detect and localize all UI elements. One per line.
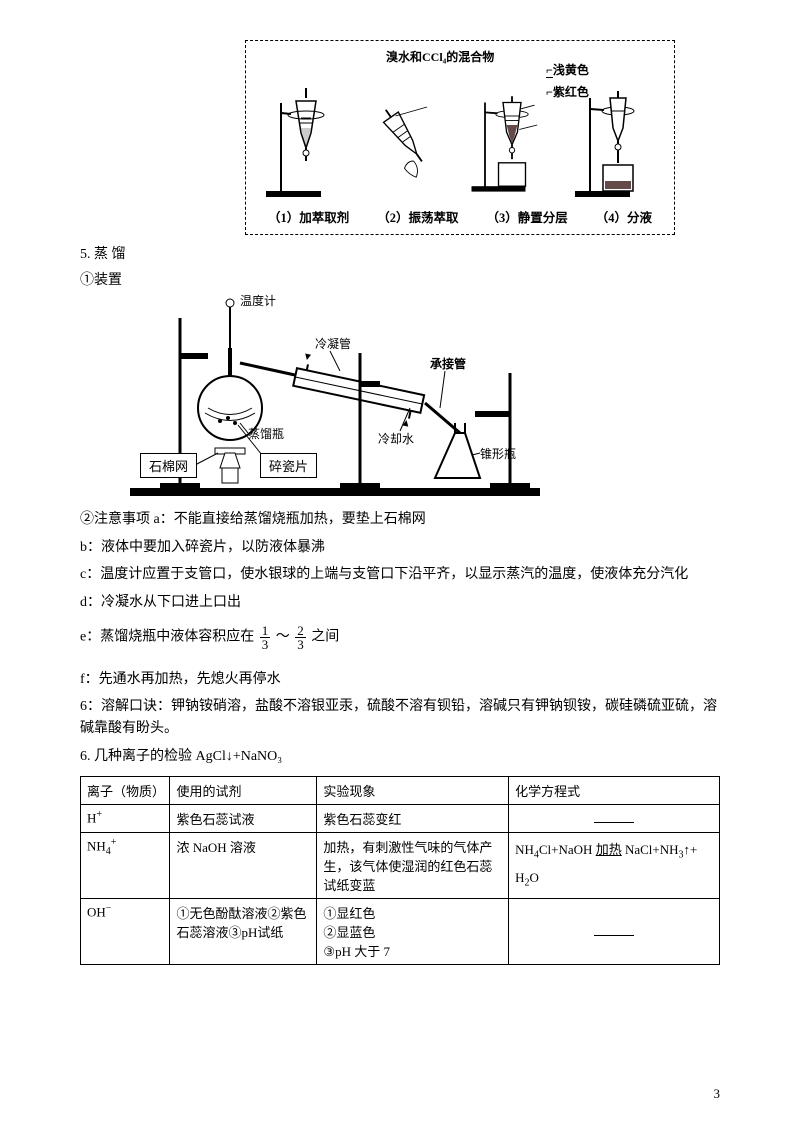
th-eq: 化学方程式	[509, 776, 720, 804]
step4-svg	[570, 83, 660, 203]
table-row: H+ 紫色石蕊试液 紫色石蕊变红	[81, 804, 720, 832]
cell-eq	[509, 804, 720, 832]
page-number: 3	[714, 1086, 721, 1102]
annot-layer1: ⌐浅黄色	[546, 61, 589, 78]
th-reagent: 使用的试剂	[170, 776, 317, 804]
lbl-flask: 蒸馏瓶	[248, 427, 284, 441]
section-5-sub: ①装置	[80, 269, 720, 289]
cell-eq	[509, 898, 720, 964]
lbl-thermo: 温度计	[240, 293, 276, 308]
table-row: OH− ①无色酚酞溶液②紫色石蕊溶液③pH试纸 ①显红色 ②显蓝色 ③pH 大于…	[81, 898, 720, 964]
lbl-erlen: 锥形瓶	[480, 447, 516, 461]
step2-svg	[364, 83, 454, 203]
box-asbestos: 石棉网	[140, 453, 197, 478]
note-six: 6：溶解口诀：钾钠铵硝溶，盐酸不溶银亚汞，硫酸不溶有钡铅，溶碱只有钾钠钡铵，碳硅…	[80, 696, 720, 739]
note-b: b：液体中要加入碎瓷片，以防液体暴沸	[80, 537, 720, 559]
annot-layer2: ⌐紫红色	[546, 83, 589, 100]
cell-reagent: 浓 NaOH 溶液	[170, 832, 317, 898]
note-d: d：冷凝水从下口进上口出	[80, 592, 720, 614]
cap3: （3）静置分层	[486, 207, 567, 226]
cell-ion: H+	[81, 804, 170, 832]
distillation-diagram: 温度计 冷凝管 承接管 蒸馏瓶 冷却水 锥形瓶 石棉网 碎瓷片	[120, 293, 550, 503]
th-ion: 离子（物质）	[81, 776, 170, 804]
th-phenom: 实验现象	[317, 776, 509, 804]
cell-phenom: 加热，有刺激性气味的气体产生，该气体使湿润的红色石蕊试纸变蓝	[317, 832, 509, 898]
note-e: e：蒸馏烧瓶中液体容积应在 13 ～ 23 之间	[80, 624, 720, 651]
cell-ion: OH−	[81, 898, 170, 964]
step3-svg	[467, 83, 557, 203]
cap1: （1）加萃取剂	[268, 207, 349, 226]
extraction-diagram-box: 溴水和CCl₄的混合物 ⌐浅黄色 ⌐紫红色 （1）加萃取剂 （2）振荡萃取 （3…	[245, 40, 675, 235]
note-a: ②注意事项 a：不能直接给蒸馏烧瓶加热，要垫上石棉网	[80, 509, 720, 531]
cap4: （4）分液	[596, 207, 652, 226]
lbl-coolwater: 冷却水	[378, 432, 414, 446]
table-row: NH4+ 浓 NaOH 溶液 加热，有刺激性气味的气体产生，该气体使湿润的红色石…	[81, 832, 720, 898]
cap2: （2）振荡萃取	[377, 207, 458, 226]
note-c: c：温度计应置于支管口，使水银球的上端与支管口下沿平齐，以显示蒸汽的温度，使液体…	[80, 564, 720, 586]
frac-2-3: 23	[295, 624, 306, 651]
cell-ion: NH4+	[81, 832, 170, 898]
cell-phenom: ①显红色 ②显蓝色 ③pH 大于 7	[317, 898, 509, 964]
note-f: f：先通水再加热，先熄火再停水	[80, 669, 720, 691]
table-header-row: 离子（物质） 使用的试剂 实验现象 化学方程式	[81, 776, 720, 804]
annot-mixture: 溴水和CCl₄的混合物	[386, 51, 494, 64]
step1-svg	[261, 83, 351, 203]
box-chips: 碎瓷片	[260, 453, 317, 478]
section-6-title: 6. 几种离子的检验 AgCl↓+NaNO₃	[80, 746, 720, 768]
lbl-adapter: 承接管	[430, 356, 466, 371]
extraction-steps-row	[254, 53, 666, 203]
frac-1-3: 13	[260, 624, 271, 651]
ion-test-table: 离子（物质） 使用的试剂 实验现象 化学方程式 H+ 紫色石蕊试液 紫色石蕊变红…	[80, 776, 720, 965]
lbl-condenser: 冷凝管	[315, 336, 351, 351]
cell-eq: NH4Cl+NaOH 加热 NaCl+NH3↑+H2O	[509, 832, 720, 898]
cell-reagent: 紫色石蕊试液	[170, 804, 317, 832]
cell-reagent: ①无色酚酞溶液②紫色石蕊溶液③pH试纸	[170, 898, 317, 964]
section-5-title: 5. 蒸 馏	[80, 243, 720, 263]
cell-phenom: 紫色石蕊变红	[317, 804, 509, 832]
extraction-captions: （1）加萃取剂 （2）振荡萃取 （3）静置分层 （4）分液	[254, 207, 666, 226]
